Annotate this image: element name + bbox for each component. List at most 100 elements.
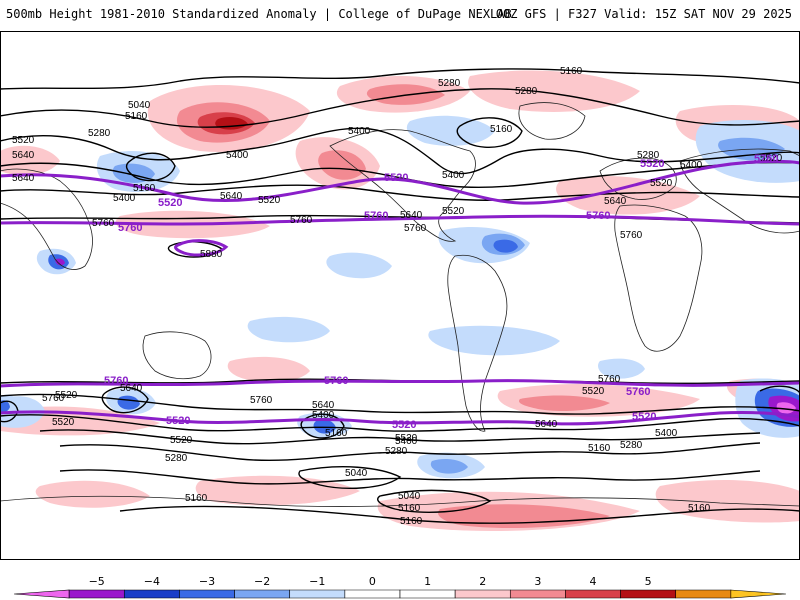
contour-label: 5400	[113, 193, 136, 204]
contour-label: 5640	[220, 191, 243, 202]
anomaly-negative-area	[428, 325, 560, 356]
contour-label: 5760	[404, 223, 427, 234]
contour-5160-far-south	[119, 505, 800, 524]
highlight-5760-south	[0, 379, 800, 388]
contour-closed-low	[456, 117, 523, 148]
highlight-label: 5520	[392, 419, 416, 431]
contour-label: 5760	[598, 374, 621, 385]
coastline-europe	[599, 157, 677, 200]
contour-label: 5520	[170, 435, 193, 446]
colorbar-segment	[565, 589, 621, 599]
anomaly-negative-area	[598, 358, 645, 379]
colorbar-tick-label: −4	[144, 575, 160, 588]
anomaly-positive-area	[227, 356, 310, 383]
colorbar-tick-label: 5	[645, 575, 652, 588]
contour-label: 5640	[400, 210, 423, 221]
contour-label: 5160	[560, 66, 583, 77]
coastlines	[0, 102, 800, 508]
anomaly-negative-area	[0, 400, 10, 412]
contour-label: 5760	[620, 230, 643, 241]
highlight-label: 5760	[324, 375, 348, 387]
anomaly-positive-area	[438, 504, 610, 528]
contour-label: 5520	[442, 206, 465, 217]
colorbar-segments	[13, 589, 787, 599]
contour-label: 5280	[88, 128, 111, 139]
coastline-africa	[614, 204, 703, 352]
colorbar-tick-label: −2	[254, 575, 270, 588]
anomaly-negative-area	[776, 402, 796, 414]
colorbar-tick-label: −1	[309, 575, 325, 588]
highlight-5520-north	[0, 159, 800, 205]
contour-label: 5040	[128, 100, 151, 111]
colorbar-segment	[509, 589, 566, 599]
anomaly-positive-area	[0, 145, 60, 176]
colorbar-segment	[289, 589, 346, 599]
colorbar-segment	[13, 589, 70, 599]
coastline-asia	[679, 148, 800, 234]
contour-label: 5160	[400, 516, 423, 527]
contour-label: 5280	[385, 446, 408, 457]
highlight-5880-loop	[174, 239, 229, 257]
contour-label: 5280	[620, 440, 643, 451]
contour-label: 5640	[535, 419, 558, 430]
contour-label: 5160	[490, 124, 513, 135]
highlight-label: 5760	[754, 153, 778, 165]
contour-label: 5760	[92, 218, 115, 229]
colorbar-tick-label: 1	[424, 575, 431, 588]
contour-label: 5400	[655, 428, 678, 439]
highlight-5520-south	[0, 410, 800, 426]
colorbar-segment	[234, 589, 291, 599]
contour-closed-low	[125, 152, 176, 182]
contour-label: 5640	[12, 150, 35, 161]
colorbar-segment	[454, 589, 511, 599]
colorbar-tick-label: 3	[534, 575, 541, 588]
colorbar-segment	[399, 589, 456, 599]
colorbar: −5 −4 −3 −2 −1 0 1 2 3 4 5	[13, 575, 787, 599]
coastline-greenland	[518, 102, 586, 140]
contour-label: 5160	[398, 503, 421, 514]
coastline-asia-west	[0, 168, 93, 270]
contour-label: 5400	[395, 436, 418, 447]
highlight-label: 5520	[166, 415, 190, 427]
contour-label: 5400	[226, 150, 249, 161]
colorbar-tick-label: 4	[590, 575, 597, 588]
contour-5160	[0, 68, 800, 90]
contour-label: 5040	[345, 468, 368, 479]
contour-5640	[0, 184, 800, 201]
coastline-antarctica	[0, 495, 800, 508]
colorbar-segment	[123, 589, 180, 599]
contour-closed-low	[101, 386, 149, 414]
anomaly-negative-area	[326, 252, 392, 279]
contour-label: 5640	[312, 400, 335, 411]
contour-5400-south	[39, 429, 761, 445]
highlight-label: 5760	[364, 210, 388, 222]
contour-label: 5520	[650, 178, 673, 189]
coastline-north-america	[329, 129, 476, 242]
highlight-label: 5520	[640, 158, 664, 170]
contour-5280	[0, 88, 800, 128]
contour-label: 5400	[680, 160, 703, 171]
highlight-label: 5520	[158, 197, 182, 209]
contour-5640-south	[0, 393, 800, 415]
colorbar-segment	[344, 589, 401, 599]
contour-label: 5160	[185, 493, 208, 504]
anomaly-negative-area	[406, 115, 495, 146]
colorbar-tick-label: 0	[369, 575, 376, 588]
anomaly-positive-area	[518, 395, 610, 411]
highlight-label: 5520	[384, 172, 408, 184]
contour-label: 5280	[438, 78, 461, 89]
anomaly-negative-area	[493, 239, 518, 253]
contour-label: 5760	[290, 215, 313, 226]
anomaly-positive-area	[556, 176, 700, 215]
contour-5520-south	[0, 414, 800, 432]
highlight-label: 5760	[586, 210, 610, 222]
contour-label: 5160	[325, 428, 348, 439]
coastline-south-america	[447, 254, 508, 432]
contour-label: 5520	[55, 390, 78, 401]
anomaly-negative-area	[55, 258, 65, 266]
anomaly-negative-area	[430, 459, 468, 474]
colorbar-ticks: −5 −4 −3 −2 −1 0 1 2 3 4 5	[89, 575, 652, 588]
contour-5280-south	[59, 442, 761, 462]
contour-5160-south	[59, 469, 761, 485]
contour-label: 5160	[133, 183, 156, 194]
